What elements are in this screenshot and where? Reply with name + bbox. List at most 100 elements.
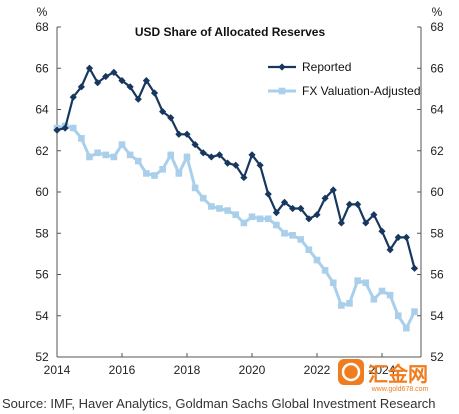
data-point: [280, 198, 289, 206]
data-point: [345, 200, 354, 208]
data-point: [410, 264, 419, 272]
data-point: [329, 279, 337, 287]
left-tick-label: 58: [35, 226, 49, 240]
x-tick-label: 2024: [369, 363, 396, 377]
data-point: [224, 159, 232, 167]
data-point: [151, 172, 158, 179]
data-point: [402, 233, 410, 241]
chart-title: USD Share of Allocated Reserves: [135, 25, 326, 39]
data-point: [313, 211, 321, 219]
data-point: [394, 233, 402, 241]
data-point: [69, 93, 77, 101]
data-point: [167, 151, 175, 159]
left-tick-label: 64: [35, 103, 49, 117]
right-tick-label: 62: [430, 144, 444, 158]
x-tick-label: 2016: [109, 363, 136, 377]
data-point: [273, 221, 280, 229]
data-point: [297, 236, 305, 243]
data-point: [305, 246, 313, 254]
data-point: [256, 161, 264, 169]
legend-label: FX Valuation-Adjusted: [302, 84, 421, 98]
data-point: [78, 135, 85, 142]
data-point: [110, 153, 118, 161]
watermark-brand: 汇金网: [368, 362, 428, 386]
data-point: [199, 149, 207, 157]
data-point: [167, 114, 175, 122]
data-point: [191, 184, 199, 192]
data-point: [248, 213, 256, 221]
data-point: [207, 153, 215, 161]
data-point: [272, 209, 280, 217]
data-point: [256, 215, 264, 223]
data-point: [143, 170, 150, 177]
data-point: [354, 200, 362, 208]
data-point: [150, 89, 159, 97]
data-point: [386, 246, 394, 254]
x-tick-label: 2022: [304, 363, 331, 377]
data-point: [321, 194, 329, 202]
data-point: [224, 207, 231, 214]
series-layer: [53, 64, 419, 332]
right-tick-label: 66: [430, 61, 444, 75]
data-point: [118, 77, 126, 85]
data-point: [134, 95, 142, 103]
data-point: [411, 308, 418, 315]
data-point: [191, 140, 199, 149]
x-tick-label: 2020: [239, 363, 266, 377]
chart-legend: Reported FX Valuation-Adjusted: [268, 60, 421, 98]
data-point: [264, 215, 272, 223]
data-point: [370, 211, 378, 219]
data-point: [208, 203, 215, 210]
data-point: [94, 79, 102, 87]
data-point: [110, 68, 118, 76]
data-point: [175, 130, 183, 138]
data-point: [362, 279, 370, 287]
right-tick-label: 58: [430, 226, 444, 240]
data-point: [370, 295, 378, 303]
data-point: [102, 72, 110, 81]
data-point: [183, 130, 191, 138]
left-unit-label: %: [37, 5, 48, 19]
data-point: [394, 312, 402, 320]
series-fx-adjusted: [53, 122, 418, 332]
data-point: [134, 157, 142, 165]
legend-item: FX Valuation-Adjusted: [268, 84, 421, 98]
legend-swatch-marker: [278, 87, 286, 95]
data-point: [102, 151, 110, 159]
right-tick-label: 68: [430, 20, 444, 34]
data-point: [378, 287, 386, 295]
data-point: [297, 204, 305, 213]
left-tick-label: 68: [35, 20, 49, 34]
data-point: [240, 219, 248, 227]
left-tick-label: 54: [35, 309, 49, 323]
left-tick-label: 52: [35, 350, 49, 364]
right-tick-label: 54: [430, 309, 444, 323]
tick-labels: 52 52 54 54 56 56 58 58 60 60 62 62 64 64 66 66 68 68 2014…: [35, 20, 444, 377]
source-note: Source: IMF, Haver Analytics, Goldman Sa…: [2, 396, 436, 411]
data-point: [61, 124, 69, 132]
data-point: [85, 64, 94, 72]
data-point: [232, 211, 240, 218]
data-point: [232, 161, 240, 169]
data-point: [338, 302, 345, 309]
data-point: [386, 291, 394, 299]
data-point: [313, 256, 321, 264]
data-point: [354, 277, 361, 284]
right-tick-label: 52: [430, 350, 444, 364]
data-point: [215, 151, 224, 159]
right-tick-label: 56: [430, 268, 444, 282]
data-point: [346, 300, 353, 307]
data-point: [126, 151, 134, 159]
data-point: [86, 153, 93, 161]
data-point: [159, 107, 167, 116]
data-point: [94, 149, 101, 157]
data-point: [321, 267, 329, 274]
data-point: [240, 173, 248, 182]
left-tick-label: 56: [35, 268, 49, 282]
data-point: [53, 126, 61, 134]
data-point: [175, 170, 183, 177]
data-point: [403, 324, 410, 332]
legend-swatch-marker: [278, 63, 286, 71]
x-tick-label: 2014: [44, 363, 71, 377]
